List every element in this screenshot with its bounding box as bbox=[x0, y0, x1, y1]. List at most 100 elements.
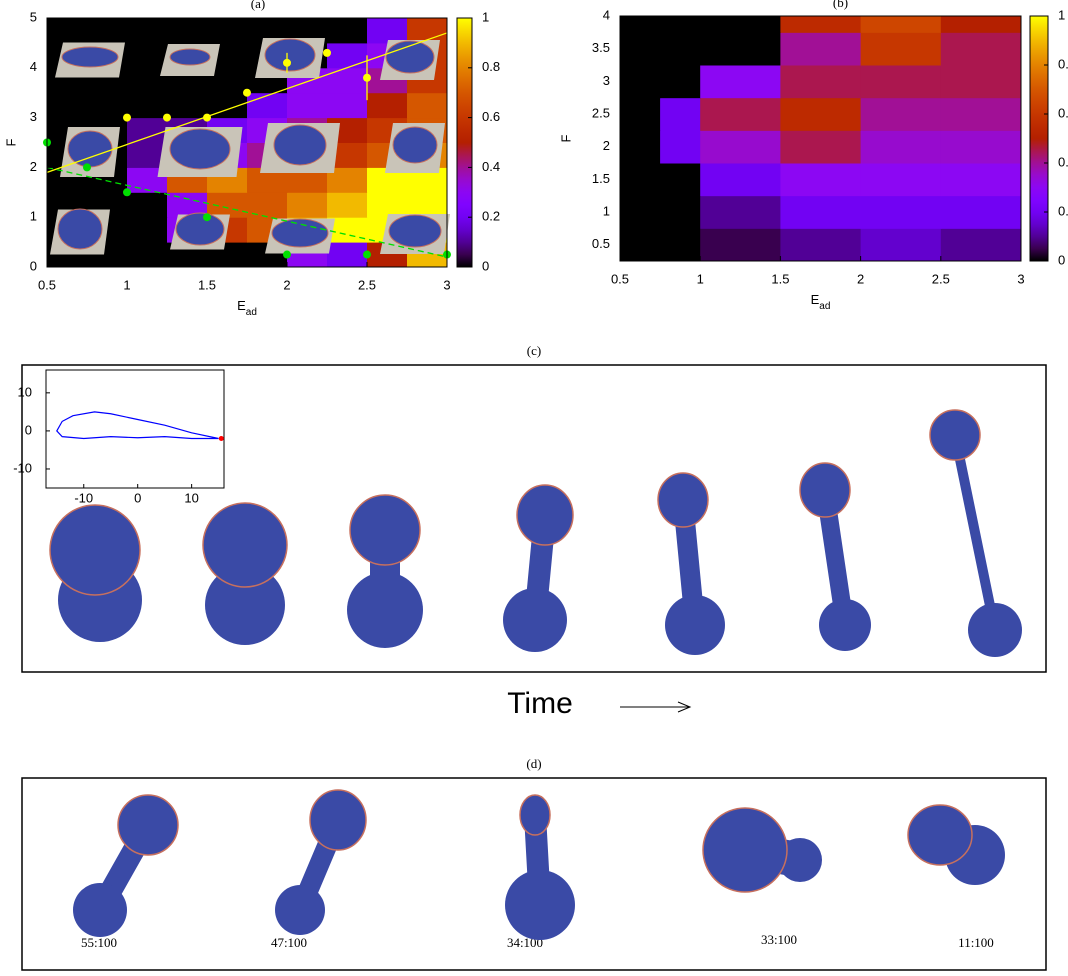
heat-cell bbox=[127, 42, 168, 69]
y-tick-label: 4 bbox=[603, 7, 610, 22]
heat-cell bbox=[367, 18, 408, 44]
heat-cell bbox=[780, 97, 862, 131]
cell-body bbox=[49, 504, 141, 596]
x-tick-label: 1.5 bbox=[771, 271, 789, 286]
heat-cell bbox=[940, 228, 1022, 262]
heat-cell bbox=[860, 97, 942, 131]
cell-body bbox=[73, 883, 127, 937]
cell-image bbox=[388, 214, 442, 248]
cell-body bbox=[505, 870, 575, 940]
heat-cell bbox=[940, 130, 1022, 164]
heat-cell bbox=[940, 65, 1022, 99]
heat-cell bbox=[327, 242, 368, 268]
cell-image bbox=[73, 794, 179, 937]
panel-frame bbox=[21, 364, 1047, 673]
heat-cell bbox=[287, 192, 328, 218]
heat-cell bbox=[207, 18, 248, 44]
y-tick-label: 2 bbox=[30, 159, 37, 174]
heat-cell bbox=[860, 130, 942, 164]
ratio-label: 33:100 bbox=[761, 932, 797, 947]
heat-cell bbox=[660, 65, 701, 99]
y-tick-label: 3 bbox=[603, 73, 610, 88]
heat-cell bbox=[127, 67, 168, 94]
arrow-head bbox=[677, 701, 692, 713]
data-point bbox=[203, 213, 211, 222]
heat-cell bbox=[700, 65, 781, 99]
cell-image bbox=[392, 126, 438, 164]
y-tick-label: 0 bbox=[25, 422, 32, 437]
cell-image bbox=[503, 484, 574, 652]
heat-cell bbox=[860, 32, 942, 66]
heat-cell bbox=[860, 228, 942, 262]
heat-cell bbox=[127, 92, 168, 119]
ratio-label: 47:100 bbox=[271, 935, 307, 950]
cell-body bbox=[516, 484, 574, 546]
cell-body bbox=[349, 494, 421, 566]
colorbar-tick-label: 0.6 bbox=[1058, 105, 1068, 120]
chart-title: (b) bbox=[833, 0, 848, 10]
heat-cell bbox=[660, 163, 701, 197]
colorbar-tick-label: 0.6 bbox=[482, 109, 500, 124]
heat-cell bbox=[940, 195, 1022, 229]
heat-cell bbox=[327, 192, 368, 218]
heat-cell bbox=[780, 163, 862, 197]
heat-cell bbox=[660, 195, 701, 229]
cell-image bbox=[702, 807, 822, 893]
heat-cell bbox=[860, 163, 942, 197]
heat-cell bbox=[620, 32, 661, 66]
cell-image bbox=[57, 208, 103, 250]
cell-image bbox=[49, 504, 142, 642]
cell-body bbox=[347, 572, 423, 648]
x-tick-label: 3 bbox=[443, 277, 450, 292]
x-axis-label-sub: ad bbox=[819, 301, 830, 312]
heat-cell bbox=[327, 92, 368, 119]
heat-cell bbox=[620, 16, 661, 33]
colorbar-tick-label: 1 bbox=[482, 9, 489, 24]
heat-cell bbox=[700, 97, 781, 131]
plot-frame bbox=[46, 17, 448, 268]
heat-cell bbox=[327, 42, 368, 69]
fit-line bbox=[46, 32, 448, 173]
cell-body bbox=[657, 472, 709, 528]
cell-image bbox=[61, 46, 119, 68]
colorbar-tick-label: 0.2 bbox=[482, 209, 500, 224]
heat-cell bbox=[327, 18, 368, 44]
heat-cell bbox=[780, 65, 862, 99]
heat-cell bbox=[700, 195, 781, 229]
cell-image bbox=[929, 409, 1022, 657]
cell-image bbox=[67, 130, 113, 168]
cell-body bbox=[950, 430, 1000, 635]
data-point bbox=[363, 73, 371, 82]
cell-body bbox=[519, 794, 551, 836]
heat-cell bbox=[287, 92, 328, 119]
colorbar-tick-label: 0.2 bbox=[1058, 203, 1068, 218]
cell-image bbox=[505, 794, 575, 940]
x-axis-label-main: E bbox=[237, 298, 246, 313]
fit-line bbox=[46, 166, 448, 258]
heat-cell bbox=[327, 67, 368, 94]
heat-cell bbox=[167, 18, 208, 44]
y-tick-label: 4 bbox=[30, 59, 37, 74]
y-tick-label: 3 bbox=[30, 109, 37, 124]
chart-title: (a) bbox=[251, 0, 265, 11]
colorbar-tick-label: 0.4 bbox=[1058, 154, 1068, 169]
cell-body bbox=[665, 595, 725, 655]
cell-image bbox=[347, 494, 423, 648]
heat-cell bbox=[660, 32, 701, 66]
x-tick-label: 1.5 bbox=[198, 277, 216, 292]
cell-image bbox=[202, 502, 288, 645]
heat-cell bbox=[620, 97, 661, 131]
data-point bbox=[203, 113, 211, 122]
y-tick-label: 10 bbox=[18, 384, 32, 399]
cell-body bbox=[929, 409, 981, 461]
cell-image bbox=[264, 38, 316, 72]
y-axis-label: F bbox=[558, 134, 573, 142]
x-tick-label: 1 bbox=[123, 277, 130, 292]
heat-cell bbox=[700, 228, 781, 262]
colorbar bbox=[456, 17, 473, 268]
heat-cell bbox=[860, 195, 942, 229]
data-point bbox=[83, 163, 91, 172]
x-tick-label: 2 bbox=[283, 277, 290, 292]
